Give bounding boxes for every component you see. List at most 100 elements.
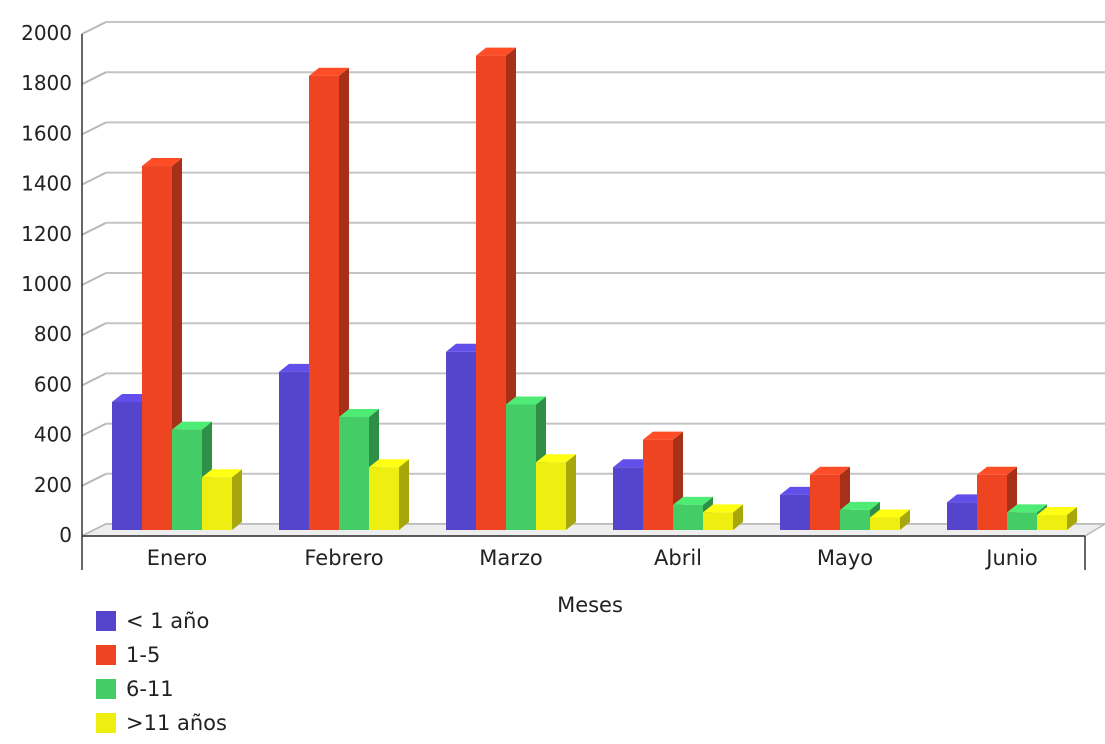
gridlines <box>81 21 1105 537</box>
bar-front <box>202 477 232 530</box>
x-tick-label: Marzo <box>479 546 543 570</box>
bar-top <box>870 509 910 518</box>
y-tick-label: 1800 <box>21 71 72 95</box>
bar <box>536 454 576 530</box>
legend-label: < 1 año <box>126 609 210 633</box>
bar-front <box>643 439 673 530</box>
gridline-diag <box>81 422 107 437</box>
bar-front <box>977 474 1007 530</box>
bar-top <box>1037 506 1077 515</box>
bars <box>112 47 1077 531</box>
y-tick-label: 800 <box>34 322 72 346</box>
bar-top <box>339 409 379 418</box>
legend-label: >11 años <box>126 711 227 735</box>
legend-swatch <box>96 645 116 665</box>
y-tick-label: 1000 <box>21 272 72 296</box>
bar-front <box>279 371 309 530</box>
gridline-diag <box>81 372 107 387</box>
gridline-diag <box>81 272 107 286</box>
gridline-diag <box>81 171 107 186</box>
legend-item: 6-11 <box>96 672 227 706</box>
legend-label: 1-5 <box>126 643 161 667</box>
bar-front <box>810 474 840 530</box>
bar-front <box>613 467 643 530</box>
x-tick-label: Junio <box>984 546 1038 570</box>
y-tick-label: 400 <box>34 423 72 447</box>
bar-front <box>339 417 369 530</box>
y-tick-label: 0 <box>59 523 72 547</box>
legend-swatch <box>96 679 116 699</box>
bar-front <box>142 166 172 531</box>
bar-top <box>309 67 349 76</box>
x-axis-title: Meses <box>557 593 623 617</box>
bar-side <box>232 469 242 530</box>
y-tick-label: 2000 <box>21 21 72 45</box>
bar-front <box>172 429 202 530</box>
bar-side <box>900 509 910 530</box>
bar-top <box>506 396 546 405</box>
legend-swatch <box>96 611 116 631</box>
bar-front <box>840 509 870 530</box>
y-tick-label: 200 <box>34 473 72 497</box>
legend-item: < 1 año <box>96 604 227 638</box>
bar-top <box>1007 504 1047 513</box>
bar <box>202 469 242 530</box>
x-tick-label: Mayo <box>817 546 873 570</box>
bar-top <box>536 454 576 463</box>
bar <box>369 459 409 530</box>
gridline-diag <box>81 21 107 35</box>
bar-top <box>810 466 850 475</box>
bar-top <box>369 459 409 468</box>
bar-front <box>112 401 142 530</box>
gridline-diag <box>81 322 107 337</box>
axis-labels: 0 200 400 600 800 1000 1200 1400 1600 1800 2000 Ene… <box>21 21 1038 570</box>
gridline-diag <box>81 121 107 136</box>
legend-item: >11 años <box>96 706 227 740</box>
bar-top <box>172 421 212 430</box>
bar-front <box>446 351 476 530</box>
bar-top <box>977 466 1017 475</box>
bar-front <box>673 504 703 530</box>
gridline-diag <box>81 71 107 86</box>
y-tick-label: 600 <box>34 372 72 396</box>
bar <box>703 504 743 530</box>
gridline-diag <box>81 472 107 487</box>
bar-front <box>780 494 810 530</box>
axes <box>81 34 1086 570</box>
bar-top <box>840 501 880 510</box>
bar <box>840 501 880 530</box>
bar-front <box>703 512 733 530</box>
y-tick-label: 1400 <box>21 172 72 196</box>
bar-front <box>1037 514 1067 530</box>
legend-swatch <box>96 713 116 733</box>
bar-front <box>947 502 977 530</box>
x-tick-label: Abril <box>654 546 702 570</box>
bar <box>977 466 1017 530</box>
legend-label: 6-11 <box>126 677 174 701</box>
x-tick-label: Enero <box>147 546 208 570</box>
bar-front <box>1007 512 1037 530</box>
bar <box>1037 506 1077 530</box>
bar-side <box>566 454 576 530</box>
bar-side <box>1067 506 1077 530</box>
legend: < 1 año 1-5 6-11 >11 años <box>96 604 227 740</box>
bar-front <box>476 55 506 531</box>
bar-top <box>476 47 516 56</box>
bar-front <box>309 75 339 530</box>
bar <box>870 509 910 530</box>
legend-item: 1-5 <box>96 638 227 672</box>
bar-front <box>506 404 536 530</box>
bar-front <box>870 517 900 530</box>
bar-top <box>142 158 182 167</box>
bar-top <box>643 431 683 440</box>
bar-top <box>673 496 713 505</box>
y-tick-label: 1200 <box>21 222 72 246</box>
gridline-diag <box>81 221 107 236</box>
bar-top <box>202 469 242 478</box>
bar-side <box>399 459 409 530</box>
x-tick-label: Febrero <box>304 546 383 570</box>
bar-side <box>733 504 743 530</box>
bar-top <box>703 504 743 513</box>
